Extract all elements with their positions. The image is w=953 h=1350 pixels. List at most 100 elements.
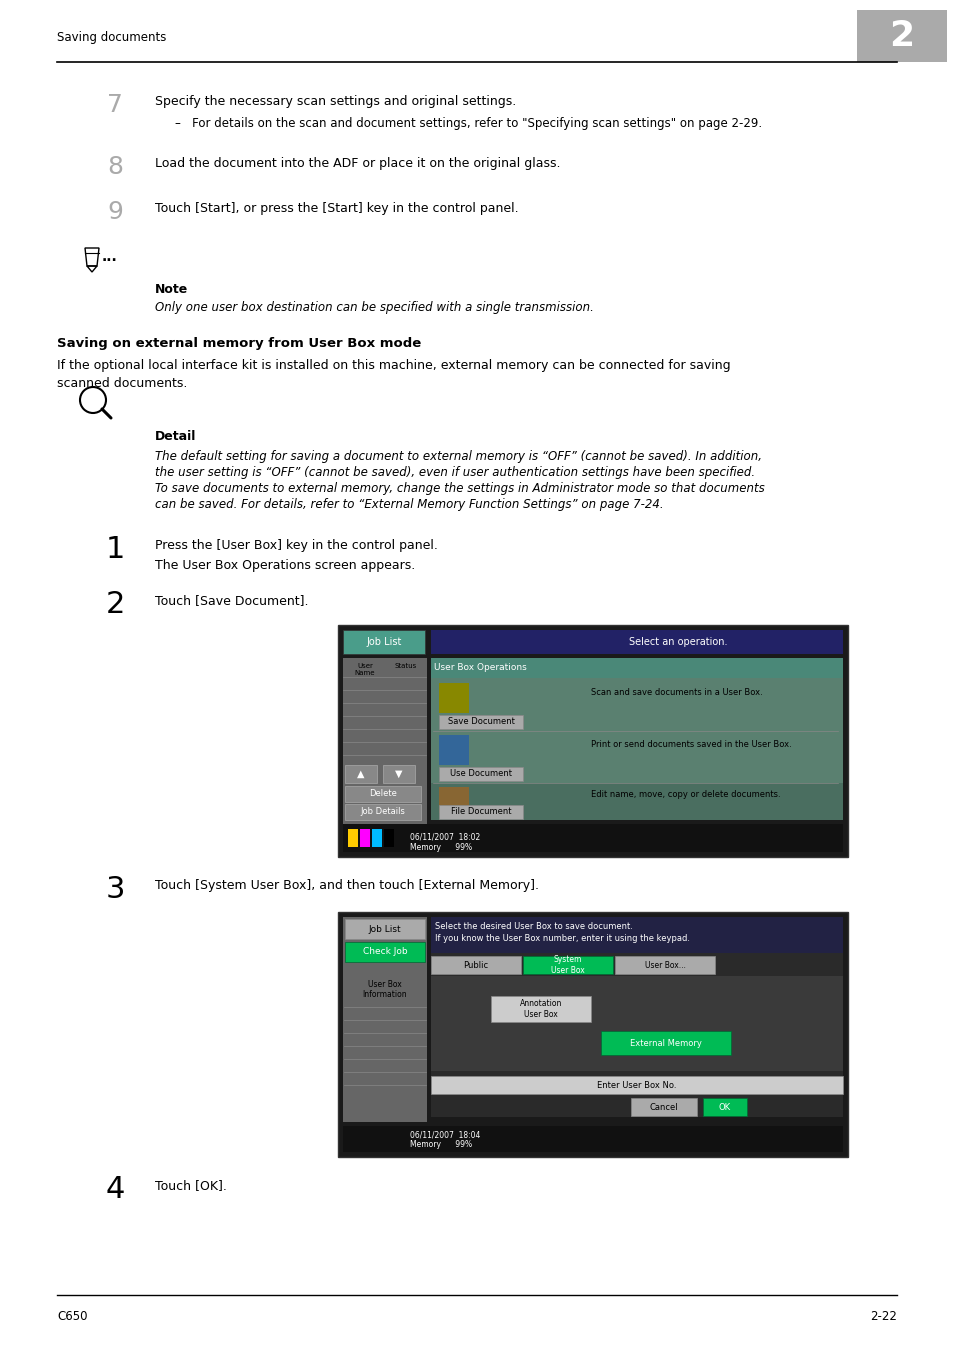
Text: 1: 1 [105, 535, 125, 564]
FancyBboxPatch shape [615, 956, 714, 973]
Text: Touch [OK].: Touch [OK]. [154, 1179, 227, 1192]
FancyBboxPatch shape [491, 996, 590, 1022]
Text: Only one user box destination can be specified with a single transmission.: Only one user box destination can be spe… [154, 301, 594, 315]
FancyBboxPatch shape [438, 683, 469, 713]
Text: 9: 9 [107, 200, 123, 224]
FancyBboxPatch shape [345, 765, 376, 783]
FancyBboxPatch shape [630, 1098, 697, 1116]
Text: If you know the User Box number, enter it using the keypad.: If you know the User Box number, enter i… [435, 934, 689, 944]
Text: Touch [Save Document].: Touch [Save Document]. [154, 594, 308, 608]
Text: Saving on external memory from User Box mode: Saving on external memory from User Box … [57, 338, 421, 350]
Text: User
Name: User Name [355, 663, 375, 676]
Text: 2: 2 [105, 590, 125, 620]
FancyBboxPatch shape [370, 1133, 379, 1146]
FancyBboxPatch shape [431, 976, 842, 1071]
Text: The default setting for saving a document to external memory is “OFF” (cannot be: The default setting for saving a documen… [154, 450, 761, 463]
Text: scanned documents.: scanned documents. [57, 377, 187, 390]
FancyBboxPatch shape [345, 805, 420, 819]
Text: Specify the necessary scan settings and original settings.: Specify the necessary scan settings and … [154, 95, 516, 108]
Text: Saving documents: Saving documents [57, 31, 166, 45]
FancyBboxPatch shape [438, 805, 522, 819]
FancyBboxPatch shape [431, 783, 842, 819]
FancyBboxPatch shape [343, 824, 842, 852]
FancyBboxPatch shape [337, 913, 847, 1157]
Text: The User Box Operations screen appears.: The User Box Operations screen appears. [154, 559, 415, 572]
Text: Touch [System User Box], and then touch [External Memory].: Touch [System User Box], and then touch … [154, 879, 538, 892]
Text: the user setting is “OFF” (cannot be saved), even if user authentication setting: the user setting is “OFF” (cannot be sav… [154, 466, 755, 479]
Text: User Box
Information: User Box Information [362, 980, 407, 999]
FancyBboxPatch shape [337, 625, 847, 857]
FancyBboxPatch shape [438, 787, 469, 813]
Text: 06/11/2007  18:04: 06/11/2007 18:04 [410, 1130, 480, 1139]
Text: User Box Operations: User Box Operations [434, 663, 526, 672]
Text: Touch [Start], or press the [Start] key in the control panel.: Touch [Start], or press the [Start] key … [154, 202, 518, 215]
Text: Save Document: Save Document [447, 717, 514, 726]
Text: Job Details: Job Details [360, 807, 405, 817]
Text: User Box...: User Box... [644, 960, 684, 969]
Text: To save documents to external memory, change the settings in Administrator mode : To save documents to external memory, ch… [154, 482, 764, 495]
Text: 2-22: 2-22 [869, 1310, 896, 1323]
Text: System
User Box: System User Box [551, 956, 584, 975]
FancyBboxPatch shape [438, 767, 522, 782]
Text: ...: ... [102, 250, 117, 265]
FancyBboxPatch shape [345, 942, 424, 963]
FancyBboxPatch shape [382, 765, 415, 783]
FancyBboxPatch shape [431, 956, 520, 973]
Text: 7: 7 [107, 93, 123, 117]
FancyBboxPatch shape [343, 1126, 842, 1152]
FancyBboxPatch shape [381, 1133, 392, 1146]
Text: Memory      99%: Memory 99% [410, 1139, 472, 1149]
FancyBboxPatch shape [372, 829, 381, 846]
Text: Edit name, move, copy or delete documents.: Edit name, move, copy or delete document… [590, 790, 780, 799]
FancyBboxPatch shape [357, 1133, 368, 1146]
Text: Print or send documents saved in the User Box.: Print or send documents saved in the Use… [590, 740, 791, 749]
FancyBboxPatch shape [346, 1133, 355, 1146]
Text: External Memory: External Memory [629, 1038, 701, 1048]
Text: Use Document: Use Document [450, 769, 512, 779]
Text: OK: OK [719, 1103, 730, 1111]
Text: ▼: ▼ [395, 769, 402, 779]
Text: 3: 3 [105, 875, 125, 905]
FancyBboxPatch shape [431, 917, 842, 953]
Text: can be saved. For details, refer to “External Memory Function Settings” on page : can be saved. For details, refer to “Ext… [154, 498, 663, 512]
FancyBboxPatch shape [522, 956, 613, 973]
Text: 2: 2 [888, 19, 914, 53]
FancyBboxPatch shape [348, 829, 357, 846]
Text: Load the document into the ADF or place it on the original glass.: Load the document into the ADF or place … [154, 157, 560, 170]
Text: Job List: Job List [368, 925, 401, 933]
Text: Status: Status [395, 663, 416, 670]
FancyBboxPatch shape [856, 9, 946, 62]
Text: Cancel: Cancel [649, 1103, 678, 1111]
FancyBboxPatch shape [431, 1076, 842, 1094]
Text: Note: Note [154, 284, 188, 296]
FancyBboxPatch shape [345, 919, 424, 940]
Text: ▲: ▲ [356, 769, 364, 779]
Text: Delete: Delete [369, 790, 396, 798]
Text: Select an operation.: Select an operation. [628, 637, 726, 647]
Text: –   For details on the scan and document settings, refer to "Specifying scan set: – For details on the scan and document s… [174, 117, 761, 130]
Text: 4: 4 [105, 1174, 125, 1204]
FancyBboxPatch shape [343, 917, 427, 1122]
FancyBboxPatch shape [359, 829, 370, 846]
Text: Press the [User Box] key in the control panel.: Press the [User Box] key in the control … [154, 539, 437, 552]
Text: Memory      99%: Memory 99% [410, 842, 472, 852]
Text: Job List: Job List [366, 637, 401, 647]
Text: Scan and save documents in a User Box.: Scan and save documents in a User Box. [590, 688, 762, 697]
Text: 06/11/2007  18:02: 06/11/2007 18:02 [410, 833, 479, 842]
FancyBboxPatch shape [343, 630, 424, 653]
Text: Select the desired User Box to save document.: Select the desired User Box to save docu… [435, 922, 632, 931]
Text: If the optional local interface kit is installed on this machine, external memor: If the optional local interface kit is i… [57, 359, 730, 373]
Text: C650: C650 [57, 1310, 88, 1323]
FancyBboxPatch shape [702, 1098, 746, 1116]
Text: File Document: File Document [450, 807, 511, 817]
FancyBboxPatch shape [431, 630, 842, 653]
FancyBboxPatch shape [438, 734, 469, 765]
FancyBboxPatch shape [438, 716, 522, 729]
FancyBboxPatch shape [384, 829, 394, 846]
Text: Detail: Detail [154, 431, 196, 443]
FancyBboxPatch shape [343, 657, 427, 833]
Text: Check Job: Check Job [362, 948, 407, 957]
FancyBboxPatch shape [431, 678, 842, 819]
Text: Annotation
User Box: Annotation User Box [519, 999, 561, 1019]
FancyBboxPatch shape [431, 657, 842, 678]
